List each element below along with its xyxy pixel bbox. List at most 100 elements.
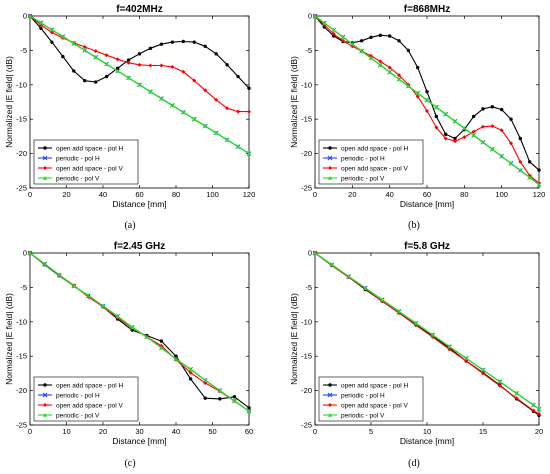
data-point xyxy=(42,261,47,266)
x-tick-label: 0 xyxy=(28,190,32,199)
data-point xyxy=(181,69,186,74)
data-point xyxy=(434,125,439,130)
data-point xyxy=(359,48,364,53)
data-point xyxy=(350,41,355,46)
data-point xyxy=(363,285,368,290)
data-point xyxy=(57,272,62,277)
chart-title: f=402MHz xyxy=(116,4,162,15)
data-point xyxy=(387,34,392,38)
data-point xyxy=(415,65,420,70)
data-point xyxy=(217,388,222,393)
panel-caption: (d) xyxy=(408,458,420,469)
data-point xyxy=(60,34,65,39)
data-point xyxy=(406,83,411,88)
data-point xyxy=(192,78,197,83)
data-point xyxy=(232,395,237,399)
data-point xyxy=(464,359,469,364)
data-point xyxy=(518,159,523,164)
data-point xyxy=(126,60,131,65)
data-point xyxy=(236,74,240,79)
x-tick-label: 120 xyxy=(243,190,256,199)
data-point xyxy=(49,30,54,35)
data-point xyxy=(203,123,208,128)
chart-panel-1: f=402MHz 0 20 40 60 80 100 120 0 -5 -10 -15 -20 -25 Di… xyxy=(4,4,255,231)
data-point xyxy=(115,66,120,70)
legend-box xyxy=(33,139,139,185)
data-point xyxy=(159,345,164,350)
data-point xyxy=(148,89,153,94)
legend-entry: periodic - pol V xyxy=(341,412,385,419)
data-point xyxy=(39,26,43,31)
data-point xyxy=(313,13,317,18)
legend: open add space - pol H periodic - pol H op… xyxy=(318,376,424,422)
data-point xyxy=(415,94,420,99)
data-point xyxy=(101,303,105,308)
data-point xyxy=(537,182,541,187)
data-point xyxy=(369,55,373,60)
panel-caption: (a) xyxy=(124,220,135,231)
legend-entry: periodic - pol V xyxy=(56,175,100,182)
chart-title: f=2.45 GHz xyxy=(114,241,165,252)
data-point xyxy=(192,40,196,44)
data-point xyxy=(86,293,91,298)
x-tick-label: 5 xyxy=(369,427,373,436)
data-point xyxy=(406,48,411,53)
legend-entry: periodic - pol V xyxy=(341,175,385,182)
y-tick-label: 0 xyxy=(308,12,312,21)
data-point xyxy=(61,54,65,59)
data-point xyxy=(518,136,523,141)
x-tick-label: 60 xyxy=(423,190,431,199)
data-point xyxy=(387,65,392,70)
data-point xyxy=(203,396,207,400)
data-point xyxy=(137,62,142,67)
data-point xyxy=(453,118,457,123)
data-point xyxy=(378,33,383,37)
legend-marker xyxy=(328,166,332,170)
data-point xyxy=(93,49,98,54)
data-point xyxy=(514,391,519,396)
legend-box xyxy=(318,376,424,422)
series-4 xyxy=(28,250,251,413)
x-tick-label: 80 xyxy=(460,190,468,199)
data-point xyxy=(453,139,457,144)
data-point xyxy=(471,114,476,119)
data-point xyxy=(144,334,149,339)
data-point xyxy=(236,109,241,114)
data-point xyxy=(159,42,164,46)
y-tick-label: -20 xyxy=(301,386,312,395)
legend-entry: periodic - pol H xyxy=(341,155,385,162)
data-point xyxy=(397,39,401,43)
data-point xyxy=(225,106,230,111)
data-point xyxy=(94,80,98,84)
data-point xyxy=(247,109,251,114)
y-tick-label: -20 xyxy=(301,149,312,158)
legend-marker xyxy=(43,403,47,407)
data-point xyxy=(225,63,229,67)
y-tick-label: -25 xyxy=(16,184,27,193)
legend-entry: periodic - pol V xyxy=(56,412,100,419)
data-point xyxy=(443,132,448,137)
data-point xyxy=(443,136,448,141)
data-point xyxy=(369,35,373,40)
data-point xyxy=(192,116,197,121)
data-point xyxy=(527,160,532,164)
legend-marker xyxy=(328,146,332,150)
data-point xyxy=(203,44,207,48)
data-point xyxy=(471,132,476,137)
y-axis-label: Normalized |E field| (dB) xyxy=(4,293,14,385)
data-point xyxy=(115,313,120,318)
y-tick-label: -10 xyxy=(16,317,27,326)
data-point xyxy=(49,27,54,32)
data-point xyxy=(188,377,193,381)
legend-entry: periodic - pol H xyxy=(56,392,100,399)
data-point xyxy=(214,97,219,102)
data-point xyxy=(225,137,230,142)
chart-panel-4: f=5.8 GHz 0 5 10 15 20 0 -5 -10 -15 -20 -25 Distance… xyxy=(289,241,543,469)
data-point xyxy=(130,328,134,332)
legend-entry: open add space - pol V xyxy=(341,402,409,409)
y-tick-label: -25 xyxy=(301,421,312,430)
data-point xyxy=(464,355,469,360)
data-point xyxy=(331,31,336,36)
legend-entry: periodic - pol H xyxy=(341,392,385,399)
